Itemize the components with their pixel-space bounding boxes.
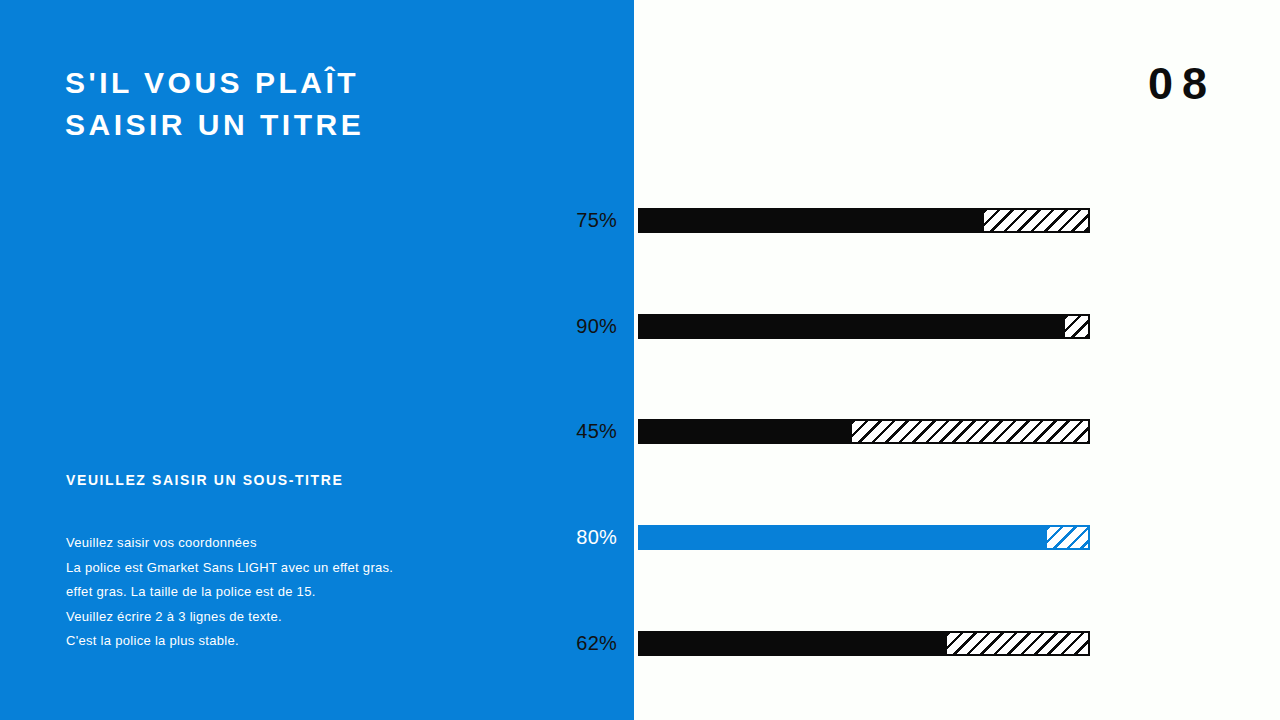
bar-value-label: 75%: [517, 208, 617, 233]
bar-fill: [638, 314, 1063, 339]
bar-remainder-hatch: [850, 419, 1090, 444]
bar: [638, 525, 1090, 550]
bar-fill: [638, 208, 982, 233]
bar-fill: [638, 419, 850, 444]
bar-fill: [638, 525, 1045, 550]
bar-remainder-hatch: [945, 631, 1090, 656]
bar-remainder-hatch: [982, 208, 1090, 233]
chart-row: 75%: [0, 208, 1280, 233]
bar: [638, 631, 1090, 656]
bar-value-label: 62%: [517, 631, 617, 656]
bar-chart: 75% 90% 45% 80% 62%: [0, 0, 1280, 720]
chart-row: 90%: [0, 314, 1280, 339]
bar: [638, 314, 1090, 339]
bar: [638, 419, 1090, 444]
bar-remainder-hatch: [1063, 314, 1090, 339]
chart-row: 80%: [0, 525, 1280, 550]
bar-fill: [638, 631, 945, 656]
bar-value-label: 45%: [517, 419, 617, 444]
chart-row: 45%: [0, 419, 1280, 444]
bar-value-label: 90%: [517, 314, 617, 339]
chart-row: 62%: [0, 631, 1280, 656]
slide: S'IL VOUS PLAÎT SAISIR UN TITRE VEUILLEZ…: [0, 0, 1280, 720]
bar-value-label: 80%: [517, 525, 617, 550]
bar-remainder-hatch: [1045, 525, 1090, 550]
bar: [638, 208, 1090, 233]
